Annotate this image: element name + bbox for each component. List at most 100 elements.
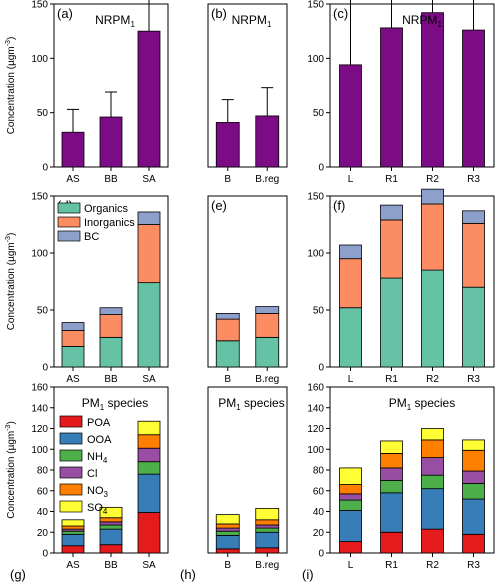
stack-segment — [381, 453, 403, 468]
legend-swatch — [60, 501, 82, 512]
stack-segment — [100, 525, 122, 529]
stack-segment — [381, 480, 403, 492]
x-tick-label: B.reg — [255, 174, 279, 185]
bar — [463, 30, 485, 167]
stack-segment — [216, 535, 239, 548]
y-tick-label: 50 — [313, 108, 325, 119]
stack-segment — [381, 205, 403, 220]
legend-label: NH4 — [87, 451, 108, 465]
panel-letter: (e) — [211, 198, 227, 213]
stack-segment — [381, 278, 403, 367]
stack-segment — [422, 475, 444, 488]
stack-segment — [138, 513, 160, 553]
stack-segment — [62, 346, 84, 367]
stack-segment — [463, 287, 485, 367]
x-tick-label: AS — [66, 560, 80, 571]
y-tick-label: 0 — [318, 549, 324, 560]
stack-segment — [138, 474, 160, 512]
stack-segment — [463, 223, 485, 287]
stack-segment — [256, 520, 279, 525]
stack-segment — [463, 534, 485, 553]
x-tick-label: L — [348, 174, 354, 185]
x-tick-label: BB — [104, 374, 118, 385]
x-tick-label: B.reg — [255, 560, 279, 571]
stack-segment — [463, 211, 485, 224]
stack-segment — [422, 270, 444, 367]
x-tick-label: R3 — [467, 560, 480, 571]
x-tick-label: R2 — [426, 560, 439, 571]
panel-title: PM1 species — [389, 396, 455, 412]
legend-label: POA — [87, 417, 111, 429]
stack-segment — [340, 510, 362, 541]
bar — [381, 28, 403, 167]
stack-segment — [100, 529, 122, 545]
x-tick-label: BB — [104, 560, 118, 571]
y-axis-label: Concentration (µgm-3) — [5, 233, 17, 331]
y-tick-label: 150 — [31, 0, 48, 11]
panel-letter: (f) — [333, 198, 345, 213]
panel-e: B B.reg (e) — [208, 196, 287, 385]
panel-title: PM1 species — [218, 396, 284, 412]
panel-f: 050100150L R1 R2 R3(f) — [307, 189, 494, 385]
panel-a: 0 50 100 150 AS BB SA (a) NRPM1 Concentration (µg… — [5, 0, 168, 185]
y-tick-label: 0 — [318, 363, 324, 374]
stack-segment — [422, 429, 444, 440]
panel-title: NRPM1 — [402, 13, 442, 29]
stack-segment — [256, 307, 279, 314]
y-tick-label: 40 — [313, 507, 325, 518]
stack-segment — [340, 259, 362, 308]
x-tick-label: B.reg — [255, 374, 279, 385]
stack-segment — [216, 341, 239, 367]
stack-segment — [256, 532, 279, 548]
stack-segment — [138, 225, 160, 283]
stack-segment — [381, 220, 403, 278]
x-tick-label: L — [348, 560, 354, 571]
legend-label: SO4 — [87, 502, 108, 516]
x-tick-label: R1 — [385, 560, 398, 571]
y-tick-label: 150 — [307, 192, 324, 203]
panel-d: 050100150ASBBSA(d)Concentration (µgm-3)O… — [5, 192, 168, 386]
x-tick-label: SA — [142, 560, 156, 571]
y-tick-label: 100 — [31, 445, 48, 456]
panel-letter: (h) — [180, 567, 196, 582]
y-tick-label: 0 — [42, 163, 48, 174]
panel-letter: (c) — [333, 6, 348, 21]
x-tick-label: L — [348, 374, 354, 385]
stack-segment — [138, 448, 160, 461]
x-tick-label: SA — [142, 374, 156, 385]
y-tick-label: 150 — [307, 0, 324, 11]
x-tick-label: R3 — [467, 374, 480, 385]
stack-segment — [216, 531, 239, 535]
stack-segment — [62, 323, 84, 331]
bar — [340, 65, 362, 167]
panel-letter: (b) — [211, 6, 227, 21]
x-tick-label: B — [224, 174, 231, 185]
x-tick-label: AS — [66, 174, 80, 185]
x-tick-label: R2 — [426, 374, 439, 385]
panel-letter: (g) — [10, 567, 26, 582]
stack-segment — [216, 319, 239, 341]
stack-segment — [216, 515, 239, 524]
y-tick-label: 160 — [307, 383, 324, 394]
y-axis-label: Concentration (µgm-3) — [5, 421, 17, 519]
stack-segment — [422, 204, 444, 270]
stack-segment — [340, 494, 362, 500]
stack-segment — [463, 499, 485, 534]
panel-c: 050100150L R1 R2 R3(c) NRPM1 — [307, 0, 494, 185]
legend-swatch — [58, 203, 80, 213]
y-axis-label: Concentration (µgm-3) — [5, 37, 17, 135]
stack-segment — [256, 337, 279, 367]
stack-segment — [100, 337, 122, 367]
panel-title: NRPM1 — [232, 13, 272, 29]
y-tick-label: 140 — [307, 403, 324, 414]
stack-segment — [340, 308, 362, 367]
y-tick-label: 20 — [37, 528, 49, 539]
stack-segment — [100, 315, 122, 338]
legend-label: OOA — [87, 434, 112, 446]
x-tick-label: R1 — [385, 374, 398, 385]
stack-segment — [216, 313, 239, 319]
stack-segment — [463, 440, 485, 450]
stack-segment — [138, 283, 160, 367]
x-tick-label: B — [224, 374, 231, 385]
y-tick-label: 160 — [31, 383, 48, 394]
